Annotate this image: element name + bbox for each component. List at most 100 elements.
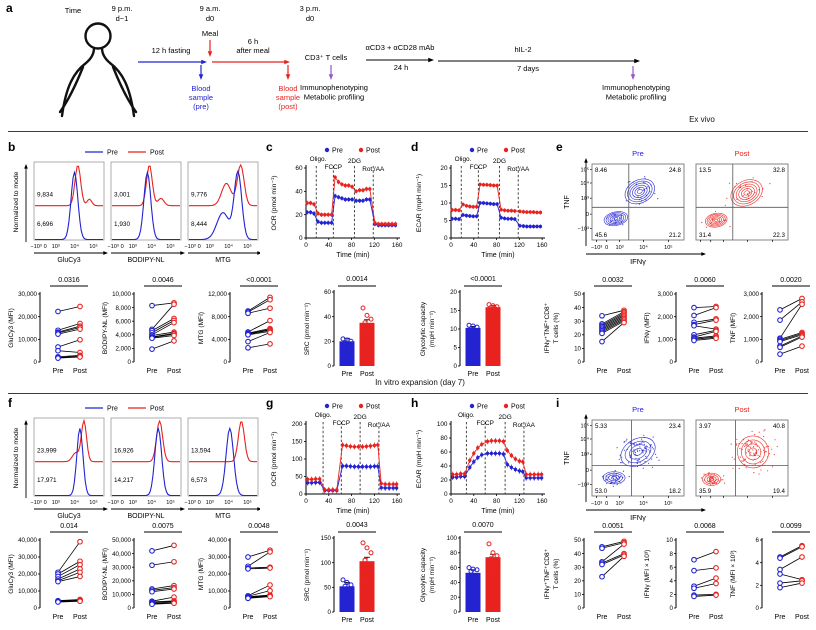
svg-text:IFNγ⁺TNF⁺CD8⁺: IFNγ⁺TNF⁺CD8⁺	[544, 302, 551, 353]
svg-text:Post: Post	[366, 148, 380, 155]
panel-label-b: b	[8, 140, 16, 154]
svg-text:SRC (pmol min⁻¹): SRC (pmol min⁻¹)	[304, 549, 311, 602]
svg-text:8.46: 8.46	[595, 167, 608, 174]
panel-label-i: i	[556, 396, 560, 410]
svg-text:10: 10	[450, 326, 457, 333]
svg-text:Pre: Pre	[597, 614, 608, 621]
svg-text:0: 0	[304, 498, 308, 505]
svg-text:−10³: −10³	[184, 244, 195, 250]
svg-text:2DG: 2DG	[348, 158, 361, 165]
svg-text:80: 80	[493, 242, 501, 249]
svg-text:−10³: −10³	[578, 227, 589, 233]
svg-text:SRC (pmol min⁻¹): SRC (pmol min⁻¹)	[304, 303, 311, 356]
svg-text:Post: Post	[73, 368, 87, 375]
svg-text:10⁴: 10⁴	[70, 499, 79, 506]
svg-text:Glycolytic capacity: Glycolytic capacity	[420, 547, 427, 602]
svg-text:10³: 10³	[52, 500, 60, 506]
svg-text:6,696: 6,696	[37, 221, 53, 228]
svg-text:0: 0	[670, 359, 674, 366]
svg-text:3,000: 3,000	[744, 291, 760, 298]
svg-text:100: 100	[437, 421, 448, 428]
svg-text:Rot./AA: Rot./AA	[513, 422, 536, 429]
panel-d-glycolytic-bar-chart: <0.0001 Glycolytic capacity (mpH min⁻¹) 0 5 1…	[420, 272, 524, 386]
svg-text:60: 60	[324, 289, 331, 296]
panel-c-ocr-line-chart: Pre Post 0 20 40 60 OCR (pmol min⁻¹) Oligo. FCCP…	[266, 142, 406, 270]
svg-text:200: 200	[292, 421, 303, 428]
panel-label-e: e	[556, 140, 563, 154]
panel-label-d: d	[411, 140, 419, 154]
svg-text:2DG: 2DG	[493, 158, 506, 165]
svg-text:20: 20	[440, 165, 448, 172]
panel-label-h: h	[411, 396, 419, 410]
panel-label-a: a	[6, 1, 13, 15]
svg-text:0: 0	[299, 491, 303, 498]
svg-text:50,000: 50,000	[112, 537, 131, 544]
svg-text:21.2: 21.2	[669, 232, 682, 239]
svg-text:Post: Post	[360, 371, 374, 378]
svg-text:OCR (pmol min⁻¹): OCR (pmol min⁻¹)	[271, 432, 278, 487]
svg-text:sample: sample	[276, 93, 300, 102]
svg-text:0.0060: 0.0060	[694, 277, 716, 284]
svg-text:10³: 10³	[616, 245, 624, 251]
svg-text:Post: Post	[167, 368, 181, 375]
svg-text:10,000: 10,000	[208, 588, 227, 595]
svg-text:0.0099: 0.0099	[780, 523, 802, 530]
svg-text:0: 0	[586, 468, 589, 474]
svg-text:Post: Post	[795, 614, 809, 621]
svg-text:80: 80	[493, 498, 501, 505]
svg-text:100: 100	[292, 456, 303, 463]
svg-text:TNF: TNF	[564, 195, 571, 209]
svg-text:80: 80	[348, 498, 356, 505]
panel-b-paired-mtg: <0.0001 MTG (MFI) 0 4,000 8,000 12,000 Pre Post	[196, 272, 296, 386]
svg-text:MTG (MFI): MTG (MFI)	[198, 558, 205, 590]
svg-text:Post: Post	[486, 371, 500, 378]
svg-text:3,001: 3,001	[114, 192, 130, 199]
svg-text:−10³: −10³	[30, 244, 41, 250]
svg-text:40: 40	[450, 580, 457, 587]
svg-text:40: 40	[470, 242, 478, 249]
svg-text:8,000: 8,000	[212, 314, 228, 321]
svg-text:32.8: 32.8	[773, 167, 786, 174]
panel-i-paired-ifng-mfi: 0.0068 IFNγ (MFI × 10³) 0 2 4 6 8 10 Pre Post	[642, 518, 728, 630]
svg-text:5.33: 5.33	[595, 423, 608, 430]
svg-text:Post: Post	[511, 148, 525, 155]
svg-text:6,573: 6,573	[191, 477, 207, 484]
svg-text:20,000: 20,000	[112, 578, 131, 585]
svg-text:120: 120	[514, 242, 525, 249]
svg-text:0.0070: 0.0070	[472, 522, 494, 529]
svg-text:Post: Post	[734, 149, 750, 158]
svg-text:sample: sample	[189, 93, 213, 102]
svg-text:60: 60	[295, 165, 303, 172]
svg-text:Oligo.: Oligo.	[458, 412, 475, 419]
svg-text:0.0075: 0.0075	[152, 523, 174, 530]
svg-text:Post: Post	[486, 617, 500, 624]
svg-text:6: 6	[670, 564, 674, 571]
svg-text:0: 0	[128, 359, 132, 366]
svg-text:23.4: 23.4	[669, 423, 682, 430]
svg-text:GluCy3: GluCy3	[57, 257, 80, 264]
svg-text:4: 4	[670, 578, 674, 585]
svg-text:Time (min): Time (min)	[336, 252, 369, 259]
panel-i-flow-quadrant-plots: TNF 10⁵ 10⁴ 10³ 0 −10³ Pre 5.33 23.4 53.0 18.2 −10³…	[556, 398, 810, 528]
svg-text:(pre): (pre)	[193, 102, 209, 111]
svg-text:10³: 10³	[616, 501, 624, 507]
svg-text:50: 50	[574, 537, 581, 544]
svg-text:10⁴: 10⁴	[147, 499, 156, 506]
panel-d-ecar-line-chart: Pre Post 0 5 10 15 20 ECAR (mpH min⁻¹) Oligo. FCC…	[411, 142, 551, 270]
svg-text:20,000: 20,000	[18, 571, 37, 578]
svg-text:10⁴: 10⁴	[580, 436, 589, 443]
svg-text:10: 10	[440, 200, 448, 207]
svg-text:15: 15	[440, 183, 448, 190]
svg-text:after meal: after meal	[236, 46, 270, 55]
svg-text:4: 4	[756, 560, 760, 567]
svg-text:30,000: 30,000	[208, 554, 227, 561]
svg-text:12 h fasting: 12 h fasting	[152, 46, 191, 55]
svg-text:6,000: 6,000	[116, 318, 132, 325]
svg-text:20: 20	[440, 477, 448, 484]
svg-text:80: 80	[348, 242, 356, 249]
svg-text:30,000: 30,000	[18, 291, 37, 298]
svg-text:0.0051: 0.0051	[602, 523, 624, 530]
panel-label-g: g	[266, 396, 274, 410]
svg-text:50: 50	[574, 291, 581, 298]
